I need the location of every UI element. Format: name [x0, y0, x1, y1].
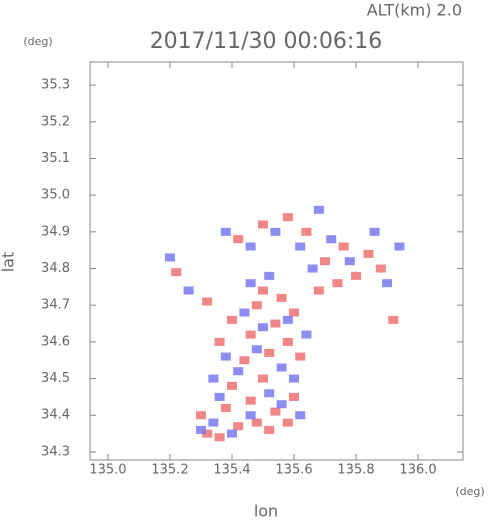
point — [251, 345, 262, 354]
point — [270, 319, 281, 328]
point — [239, 356, 250, 365]
y-tick-label: 34.3 — [41, 444, 70, 459]
point — [282, 213, 293, 222]
point — [220, 227, 231, 236]
point — [233, 422, 244, 431]
point — [282, 337, 293, 346]
point — [245, 330, 256, 339]
y-tick-label: 35.1 — [41, 151, 70, 166]
point — [282, 418, 293, 427]
point — [258, 323, 269, 332]
point — [214, 433, 225, 442]
point — [245, 242, 256, 251]
point — [295, 242, 306, 251]
point — [282, 315, 293, 324]
point — [301, 330, 312, 339]
y-tick-label: 35.2 — [41, 114, 70, 129]
point — [276, 400, 287, 409]
point — [196, 411, 207, 420]
plot-frame — [89, 61, 464, 461]
point — [313, 286, 324, 295]
point — [214, 392, 225, 401]
subtitle: ALT(km) 2.0 — [367, 1, 462, 20]
point — [220, 352, 231, 361]
point — [264, 389, 275, 398]
x-tick-label: 135.4 — [213, 463, 250, 478]
y-tick-label: 34.7 — [41, 298, 70, 313]
point — [233, 367, 244, 376]
point — [220, 403, 231, 412]
x-unit: (deg) — [455, 485, 484, 498]
point — [307, 264, 318, 273]
point — [245, 396, 256, 405]
point — [214, 337, 225, 346]
point — [295, 352, 306, 361]
point — [394, 242, 405, 251]
point — [338, 242, 349, 251]
point — [276, 293, 287, 302]
point — [196, 425, 207, 434]
y-tick-label: 34.4 — [41, 408, 70, 423]
point — [227, 381, 238, 390]
point — [258, 286, 269, 295]
point — [171, 268, 182, 277]
point — [239, 308, 250, 317]
point — [227, 429, 238, 438]
point — [363, 249, 374, 258]
point — [375, 264, 386, 273]
x-tick-label: 135.2 — [151, 463, 188, 478]
x-axis-label: lon — [254, 502, 278, 521]
point — [270, 407, 281, 416]
y-tick-label: 34.8 — [41, 261, 70, 276]
point — [301, 227, 312, 236]
point — [295, 411, 306, 420]
point — [233, 235, 244, 244]
y-tick-label: 35.3 — [41, 78, 70, 93]
point — [251, 418, 262, 427]
point — [289, 392, 300, 401]
point — [245, 279, 256, 288]
point — [276, 363, 287, 372]
point — [289, 374, 300, 383]
y-tick-label: 34.5 — [41, 371, 70, 386]
point — [264, 348, 275, 357]
point — [332, 279, 343, 288]
y-axis-label: lat — [0, 252, 18, 273]
x-tick-label: 135.6 — [275, 463, 312, 478]
point — [289, 308, 300, 317]
point — [208, 374, 219, 383]
x-tick-label: 135.0 — [89, 463, 126, 478]
point — [202, 429, 213, 438]
point — [382, 279, 393, 288]
point — [208, 418, 219, 427]
point — [388, 315, 399, 324]
point — [202, 297, 213, 306]
y-tick-label: 34.6 — [41, 334, 70, 349]
point — [258, 220, 269, 229]
point — [164, 253, 175, 262]
x-tick-label: 135.8 — [337, 463, 374, 478]
point — [344, 257, 355, 266]
point — [258, 374, 269, 383]
point — [369, 227, 380, 236]
y-tick-label: 34.9 — [41, 224, 70, 239]
point — [320, 257, 331, 266]
point — [264, 271, 275, 280]
point — [264, 425, 275, 434]
y-tick-label: 35.0 — [41, 188, 70, 203]
point — [313, 205, 324, 214]
point — [245, 411, 256, 420]
point — [351, 271, 362, 280]
point — [326, 235, 337, 244]
point — [227, 315, 238, 324]
x-tick-label: 136.0 — [399, 463, 436, 478]
chart-title: 2017/11/30 00:06:16 — [150, 29, 383, 54]
point — [251, 301, 262, 310]
point — [270, 227, 281, 236]
point — [183, 286, 194, 295]
y-unit: (deg) — [23, 35, 52, 48]
